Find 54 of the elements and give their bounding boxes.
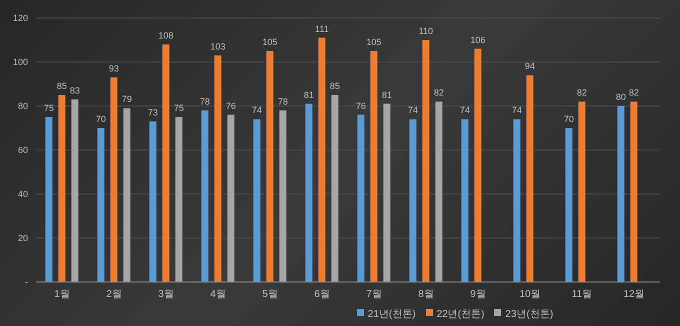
data-label: 76 [356,100,366,111]
data-label: 108 [158,30,174,40]
data-label: 85 [330,81,340,91]
data-label: 83 [70,85,80,96]
data-label: 106 [470,34,486,45]
data-label: 111 [315,24,329,34]
x-tick-label: 12월 [623,289,645,300]
data-label: 74 [408,105,418,116]
data-label: 75 [44,103,54,113]
data-label: 94 [524,61,535,72]
data-label: 74 [512,105,522,116]
y-tick-label: 120 [12,13,28,24]
x-tick-label: 11월 [572,289,592,300]
data-label: 79 [122,94,132,104]
data-label: 82 [434,88,444,98]
x-tick-label: 6월 [314,289,330,300]
x-tick-label: 10월 [519,289,541,300]
data-label: 78 [200,96,210,106]
y-tick-label: 40 [18,189,28,200]
x-tick-label: 3월 [158,289,174,300]
y-tick-label: 60 [18,145,28,156]
data-label: 75 [174,103,184,113]
legend-label: 23년(천톤) [505,309,554,320]
x-tick-label: 8월 [418,289,434,300]
data-label: 73 [148,107,158,118]
x-tick-label: 5월 [262,289,278,300]
data-label: 82 [628,88,639,98]
data-label: 103 [210,41,226,52]
data-label: 105 [366,37,382,47]
x-tick-label: 7월 [366,289,382,300]
data-label: 81 [304,90,314,100]
data-label: 85 [56,81,67,91]
data-label: 74 [460,105,470,116]
legend-label: 22년(천톤) [436,309,484,320]
y-tick-label: 20 [18,233,28,244]
data-label: 82 [576,88,587,98]
y-tick-label: - [25,277,28,288]
data-label: 105 [262,37,278,47]
y-tick-label: 80 [18,101,28,112]
data-label: 80 [616,92,626,102]
data-label: 70 [96,114,106,124]
data-label: 81 [382,90,392,100]
data-label: 70 [564,114,574,124]
x-tick-label: 1월 [54,289,70,300]
data-label: 93 [108,63,119,74]
data-label: 110 [418,26,434,36]
data-label: 78 [278,96,288,106]
legend-label: 21년(천톤) [368,309,416,320]
data-label: 74 [252,105,262,116]
x-tick-label: 4월 [210,289,226,300]
data-label: 76 [226,100,236,111]
x-tick-label: 2월 [106,289,122,300]
x-tick-label: 9월 [470,289,486,300]
y-tick-label: 100 [12,57,28,68]
